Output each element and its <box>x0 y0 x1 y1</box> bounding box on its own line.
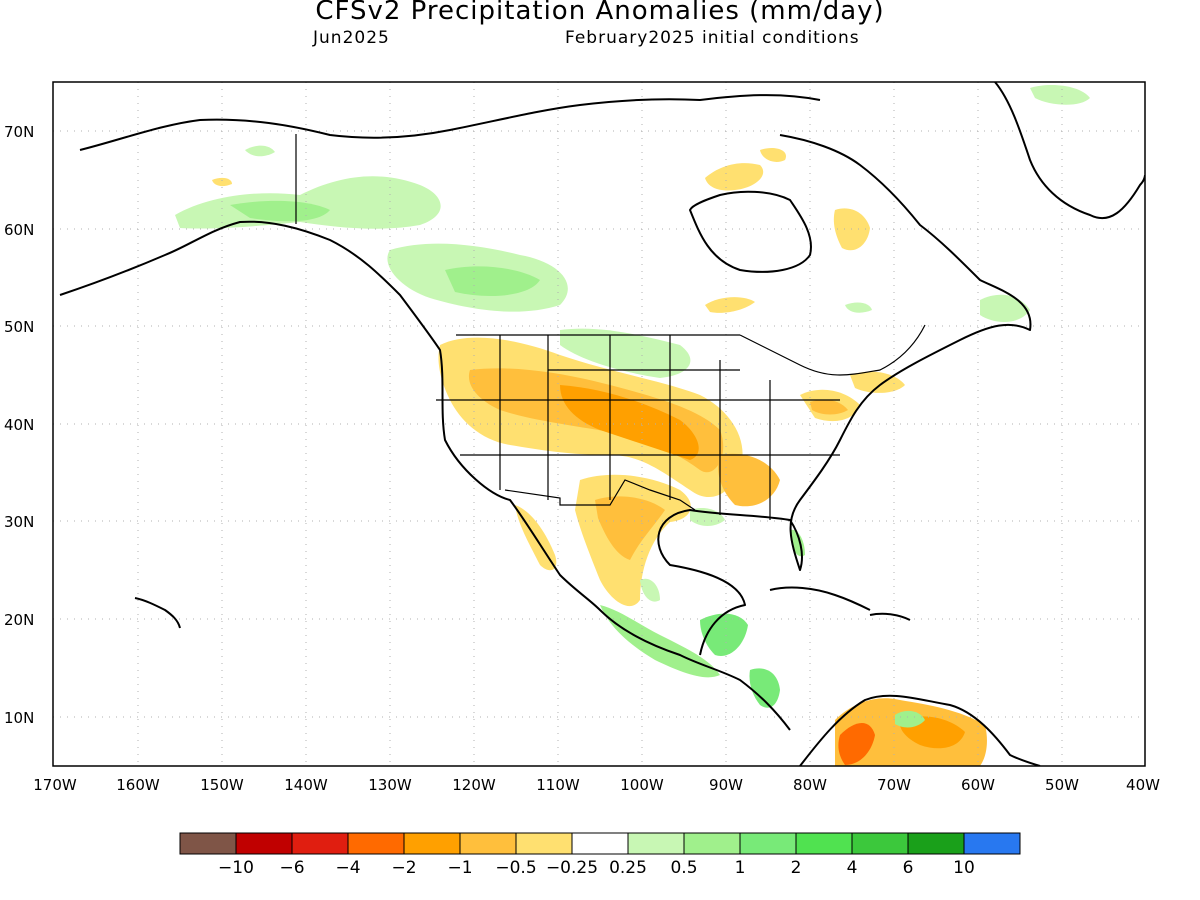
us-mexico-border <box>504 479 696 511</box>
lon-label-110w: 110W <box>536 776 580 794</box>
colorbar-swatch <box>627 832 685 855</box>
valid-month-label: Jun2025 <box>313 28 390 48</box>
colorbar-tick-label: −1 <box>447 858 472 878</box>
dry-region-mexico-core <box>595 496 665 560</box>
lat-label-70n: 70N <box>4 123 34 141</box>
colorbar-swatch <box>235 832 293 855</box>
lon-label-40w: 40W <box>1126 776 1160 794</box>
anomaly-shading <box>175 85 1090 766</box>
colorbar <box>179 832 1021 855</box>
lon-label-50w: 50W <box>1045 776 1079 794</box>
map-frame <box>52 81 1146 767</box>
wet-region-greenland <box>1030 85 1090 105</box>
colorbar-tick-label: 4 <box>847 858 858 878</box>
initial-conditions-label: February2025 initial conditions <box>565 28 860 48</box>
colorbar-swatch <box>795 832 853 855</box>
latitude-labels: 70N 60N 50N 40N 30N 20N 10N <box>4 123 34 727</box>
dry-region-ontario <box>705 297 755 313</box>
lat-label-20n: 20N <box>4 611 34 629</box>
lon-label-80w: 80W <box>793 776 827 794</box>
map-area <box>53 82 1145 766</box>
wet-region-yucatan <box>700 613 748 656</box>
colorbar-swatch <box>347 832 405 855</box>
colorbar-swatch <box>851 832 909 855</box>
wet-region-alaska-core <box>230 200 330 222</box>
dry-region-midatlantic-core <box>810 399 848 415</box>
us-canada-border-east <box>739 324 926 376</box>
colorbar-tick-label: −2 <box>391 858 416 878</box>
lon-label-150w: 150W <box>200 776 244 794</box>
wet-region-venezuela <box>895 710 925 728</box>
lon-label-160w: 160W <box>116 776 160 794</box>
political-boundaries <box>295 134 926 520</box>
coastline-hispaniola <box>869 612 911 621</box>
colorbar-tick-label: −0.25 <box>546 858 598 878</box>
coastline-south-america <box>799 694 1041 766</box>
colorbar-tick-label: 0.5 <box>670 858 697 878</box>
wet-region-mexico-east <box>640 578 660 602</box>
lon-label-120w: 120W <box>452 776 496 794</box>
colorbar-swatch <box>291 832 349 855</box>
colorbar-swatch <box>963 832 1021 855</box>
colorbar-swatch <box>459 832 517 855</box>
lon-label-70w: 70W <box>877 776 911 794</box>
lon-label-140w: 140W <box>284 776 328 794</box>
colorbar-tick-label: 2 <box>791 858 802 878</box>
wet-region-small-1 <box>245 145 275 157</box>
dry-region-southeast <box>718 453 780 507</box>
coastline-gulf-atlantic <box>657 134 1032 656</box>
lon-label-90w: 90W <box>709 776 743 794</box>
colorbar-tick-label: 10 <box>953 858 975 878</box>
coastline-hudson-bay <box>689 190 812 273</box>
graticule <box>53 82 1145 766</box>
dry-region-hudson-north <box>760 148 786 162</box>
dry-region-alaska-small <box>212 177 232 187</box>
wet-region-central-america <box>749 668 780 708</box>
colorbar-tick-label: 1 <box>735 858 746 878</box>
wet-region-top-canada <box>980 294 1030 322</box>
colorbar-tick-label: −0.5 <box>495 858 536 878</box>
coastline-north-america <box>59 220 791 731</box>
wet-region-mexico-pacific <box>600 605 720 678</box>
colorbar-tick-label: −4 <box>335 858 360 878</box>
lat-label-40n: 40N <box>4 416 34 434</box>
coastline-hawaii <box>134 597 181 629</box>
colorbar-swatch <box>907 832 965 855</box>
lat-label-10n: 10N <box>4 709 34 727</box>
longitude-labels: 170W 160W 150W 140W 130W 120W 110W 100W … <box>33 776 1160 794</box>
coastline-arctic <box>79 94 821 151</box>
colorbar-tick-label: −10 <box>218 858 254 878</box>
coastline-cuba <box>769 586 871 611</box>
dry-region-hudson-strait <box>705 163 764 191</box>
colorbar-swatch <box>179 832 237 855</box>
lat-label-50n: 50N <box>4 318 34 336</box>
wet-region-alaska-yukon <box>175 176 441 229</box>
colorbar-swatch <box>683 832 741 855</box>
wet-region-bc-core <box>445 266 540 296</box>
colorbar-swatch <box>571 832 629 855</box>
dry-region-colombia-core <box>838 722 875 765</box>
dry-region-plains-core <box>560 385 699 460</box>
colorbar-tick-label: 0.25 <box>609 858 647 878</box>
colorbar-swatch <box>515 832 573 855</box>
colorbar-swatch <box>739 832 797 855</box>
colorbar-tick-label: −6 <box>279 858 304 878</box>
wet-region-small-2 <box>845 302 872 313</box>
wet-region-saskatchewan <box>560 328 691 378</box>
coastline-greenland <box>994 82 1145 220</box>
coastlines <box>59 82 1145 766</box>
colorbar-tick-label: 6 <box>903 858 914 878</box>
lon-label-130w: 130W <box>368 776 412 794</box>
lon-label-170w: 170W <box>33 776 77 794</box>
map-title: CFSv2 Precipitation Anomalies (mm/day) <box>315 0 885 26</box>
colorbar-swatch <box>403 832 461 855</box>
lat-label-30n: 30N <box>4 513 34 531</box>
lon-label-60w: 60W <box>961 776 995 794</box>
lat-label-60n: 60N <box>4 221 34 239</box>
colorbar-labels: −10 −6 −4 −2 −1 −0.5 −0.25 0.25 0.5 1 2 4 6 10 <box>218 858 975 878</box>
lon-label-100w: 100W <box>620 776 664 794</box>
